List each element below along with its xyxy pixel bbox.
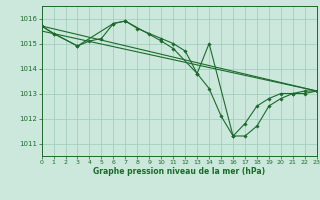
X-axis label: Graphe pression niveau de la mer (hPa): Graphe pression niveau de la mer (hPa) [93, 167, 265, 176]
